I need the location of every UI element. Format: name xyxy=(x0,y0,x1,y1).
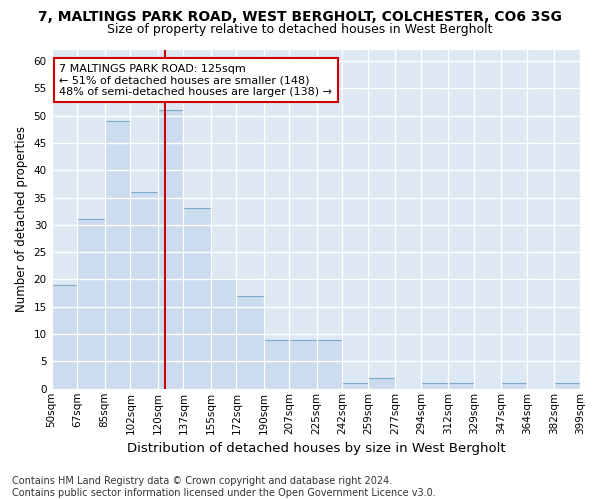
Bar xyxy=(501,384,527,389)
Text: 7, MALTINGS PARK ROAD, WEST BERGHOLT, COLCHESTER, CO6 3SG: 7, MALTINGS PARK ROAD, WEST BERGHOLT, CO… xyxy=(38,10,562,24)
Bar xyxy=(289,340,317,389)
Text: Size of property relative to detached houses in West Bergholt: Size of property relative to detached ho… xyxy=(107,22,493,36)
Bar xyxy=(448,384,474,389)
Bar xyxy=(263,340,289,389)
Bar xyxy=(554,384,580,389)
Text: Contains HM Land Registry data © Crown copyright and database right 2024.
Contai: Contains HM Land Registry data © Crown c… xyxy=(12,476,436,498)
Bar xyxy=(52,285,77,389)
Bar xyxy=(184,208,211,389)
Text: 7 MALTINGS PARK ROAD: 125sqm
← 51% of detached houses are smaller (148)
48% of s: 7 MALTINGS PARK ROAD: 125sqm ← 51% of de… xyxy=(59,64,332,97)
X-axis label: Distribution of detached houses by size in West Bergholt: Distribution of detached houses by size … xyxy=(127,442,505,455)
Bar xyxy=(421,384,448,389)
Bar xyxy=(343,384,368,389)
Bar xyxy=(77,220,104,389)
Bar xyxy=(158,110,184,389)
Bar xyxy=(130,192,158,389)
Bar xyxy=(317,340,343,389)
Y-axis label: Number of detached properties: Number of detached properties xyxy=(15,126,28,312)
Bar xyxy=(104,121,130,389)
Bar xyxy=(211,280,236,389)
Bar xyxy=(236,296,263,389)
Bar xyxy=(368,378,395,389)
